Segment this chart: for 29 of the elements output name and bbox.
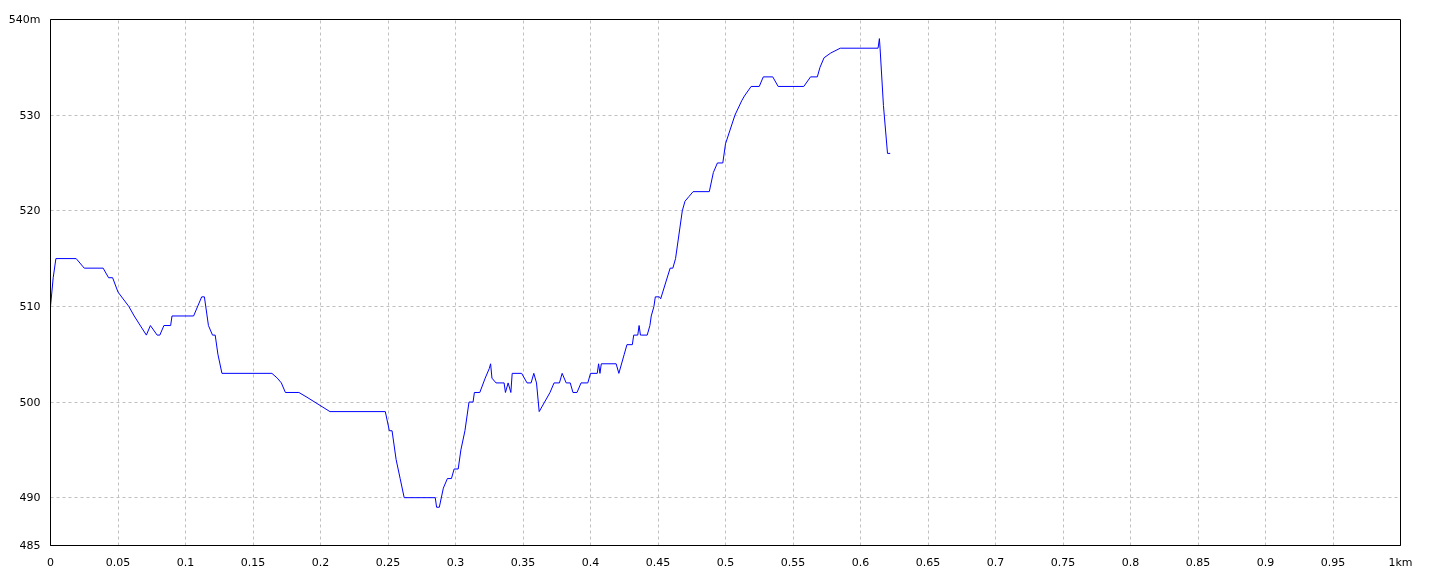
- y-tick-label: 520: [19, 204, 41, 218]
- x-tick-label: 0.25: [375, 555, 401, 569]
- x-tick-label: 0.4: [581, 555, 600, 569]
- y-tick-label: 510: [19, 299, 41, 313]
- x-tick-label: 0.55: [780, 555, 806, 569]
- x-tick-label: 0.9: [1256, 555, 1275, 569]
- x-tick-label: 0.6: [851, 555, 870, 569]
- y-tick-label: 485: [19, 539, 41, 552]
- x-tick-label: 0.85: [1185, 555, 1211, 569]
- x-tick-label: 1km: [1388, 555, 1413, 569]
- y-tick-label: 530: [19, 108, 41, 122]
- y-tick-label: 490: [19, 491, 41, 505]
- x-tick-label: 0.45: [645, 555, 671, 569]
- x-tick-label: 0.65: [915, 555, 941, 569]
- x-tick-label: 0.05: [105, 555, 131, 569]
- x-tick-label: 0.7: [986, 555, 1005, 569]
- line-series: [50, 38, 891, 508]
- x-tick-label: 0.2: [311, 555, 330, 569]
- x-tick-label: 0: [47, 555, 54, 569]
- y-tick-label: 540m: [8, 13, 41, 26]
- x-tick-label: 0.75: [1050, 555, 1076, 569]
- x-tick-label: 0.1: [176, 555, 195, 569]
- x-tick-label: 0.35: [510, 555, 536, 569]
- x-tick-label: 0.8: [1121, 555, 1140, 569]
- x-tick-label: 0.3: [446, 555, 465, 569]
- y-tick-label: 500: [19, 395, 41, 409]
- x-tick-label: 0.5: [716, 555, 735, 569]
- x-tick-label: 0.15: [240, 555, 266, 569]
- x-tick-label: 0.95: [1320, 555, 1346, 569]
